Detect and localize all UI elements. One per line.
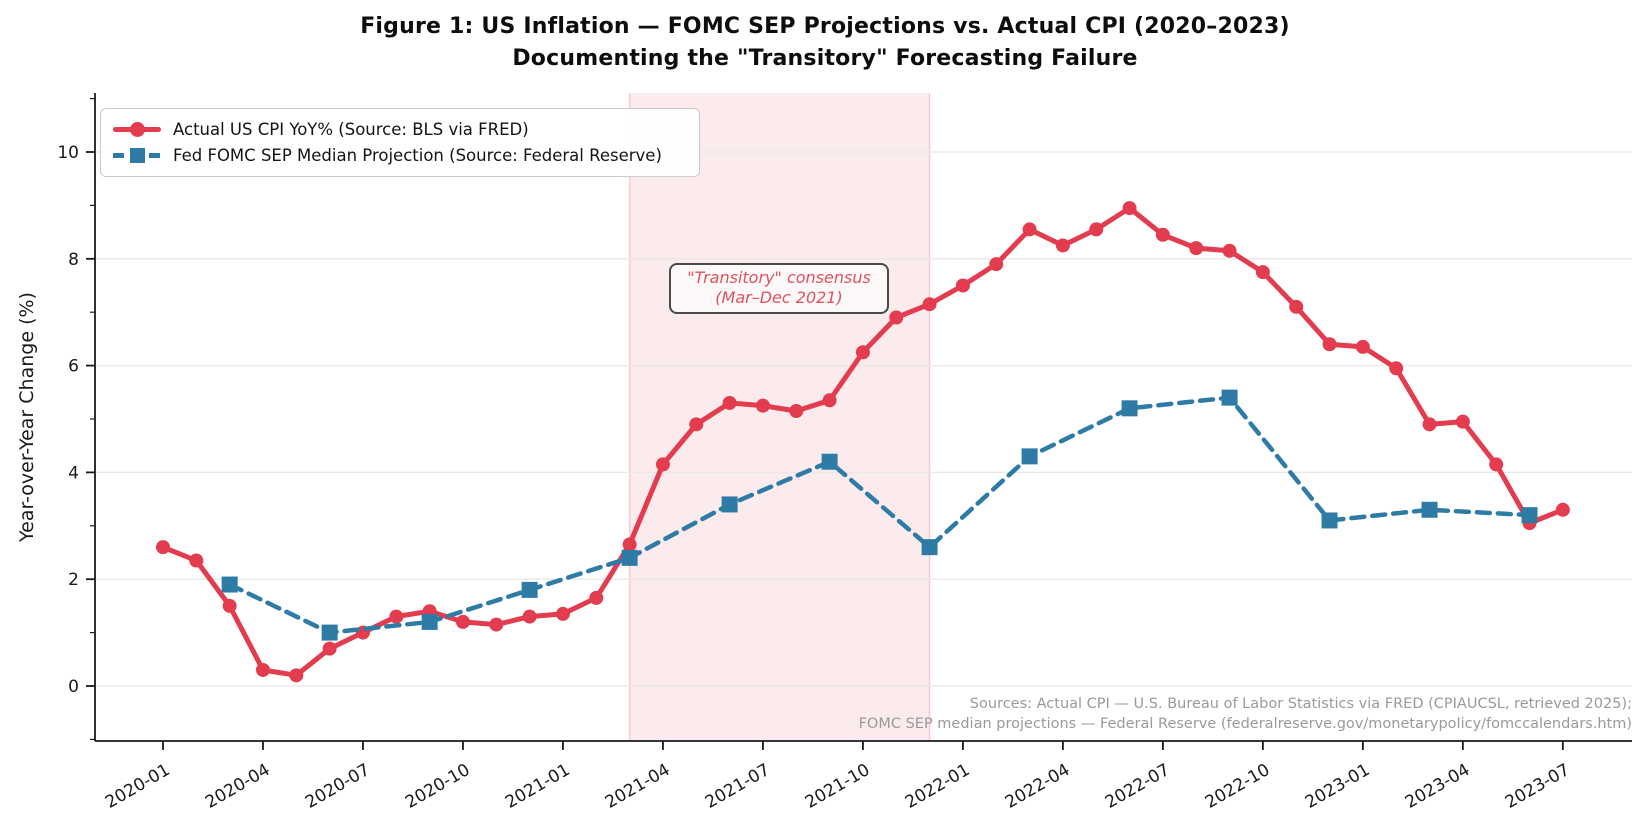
actual-cpi-marker [1089,222,1104,237]
actual-cpi-marker [622,537,637,552]
x-tick-label: 2022-10 [1202,760,1274,813]
fomc-sep-marker [1321,512,1338,529]
legend-label-actual-cpi: Actual US CPI YoY% (Source: BLS via FRED… [173,119,529,139]
actual-cpi-marker [789,403,804,418]
actual-cpi-marker [855,345,870,360]
actual-cpi-marker [389,609,404,624]
actual-cpi-marker [755,398,770,413]
actual-cpi-marker [255,662,270,677]
actual-cpi-marker [1022,222,1037,237]
x-tick-label: 2020-01 [102,760,174,813]
actual-cpi-marker [1422,417,1437,432]
actual-cpi-marker [1255,265,1270,280]
chart-title: Figure 1: US Inflation — FOMC SEP Projec… [360,14,1290,39]
actual-cpi-marker [655,457,670,472]
actual-cpi-marker [1322,337,1337,352]
y-tick-label: 2 [68,570,79,590]
actual-cpi-marker [989,257,1004,272]
fomc-sep-marker [321,624,338,641]
y-tick-label: 10 [57,143,79,163]
actual-cpi-marker [1489,457,1504,472]
actual-cpi-marker [322,641,337,656]
actual-cpi-marker [889,310,904,325]
sources-line-2: FOMC SEP median projections — Federal Re… [858,715,1632,732]
actual-cpi-marker [489,617,504,632]
fomc-sep-marker [1021,448,1038,465]
transitory-shaded-band [629,93,930,741]
chart-subtitle: Documenting the "Transitory" Forecasting… [512,46,1138,71]
fomc-sep-marker [1121,400,1138,417]
y-tick-label: 0 [68,677,79,697]
transitory-annotation-box: "Transitory" consensus (Mar–Dec 2021) [669,263,889,314]
actual-cpi-marker [1155,227,1170,242]
annotation-line-2: (Mar–Dec 2021) [715,288,843,307]
legend-item-fomc-sep: Fed FOMC SEP Median Projection (Source: … [113,142,685,168]
fomc-sep-marker [1221,389,1238,406]
actual-cpi-marker [955,278,970,293]
actual-cpi-marker [1122,201,1137,216]
actual-cpi-marker [1389,361,1404,376]
fomc-sep-marker [721,496,738,513]
actual-cpi-marker [455,614,470,629]
sources-note: Sources: Actual CPI — U.S. Bureau of Lab… [732,695,1632,734]
actual-cpi-marker [589,590,604,605]
fomc-sep-marker [1421,501,1438,518]
sources-line-1: Sources: Actual CPI — U.S. Bureau of Lab… [969,696,1632,712]
actual-cpi-marker [1355,339,1370,354]
y-tick-label: 6 [68,357,79,377]
x-tick-label: 2021-01 [502,760,574,813]
x-tick-label: 2022-01 [902,760,974,813]
fomc-sep-marker [421,613,438,630]
fomc-sep-marker [221,576,238,593]
fomc-sep-marker [621,549,638,566]
actual-cpi-marker [189,553,204,568]
x-tick-label: 2021-10 [802,760,874,813]
actual-cpi-marker [822,393,837,408]
legend-item-actual-cpi: Actual US CPI YoY% (Source: BLS via FRED… [113,116,685,142]
x-tick-label: 2020-07 [302,760,374,813]
actual-cpi-marker [1222,243,1237,258]
actual-cpi-marker [1555,502,1570,517]
x-tick-label: 2023-04 [1402,760,1474,813]
actual-cpi-marker [722,395,737,410]
actual-cpi-marker [289,668,304,683]
fomc-sep-line [227,395,1532,635]
annotation-line-1: "Transitory" consensus [687,268,871,287]
actual-cpi-marker [1289,299,1304,314]
actual-cpi-marker [922,297,937,312]
actual-cpi-marker [1455,414,1470,429]
actual-cpi-marker [156,540,170,555]
x-tick-label: 2020-10 [402,760,474,813]
y-tick-label: 8 [68,250,79,270]
x-tick-label: 2021-07 [702,760,774,813]
legend-label-fomc-sep: Fed FOMC SEP Median Projection (Source: … [173,145,662,165]
x-tick-label: 2021-04 [602,760,674,813]
actual-cpi-marker [1055,238,1070,253]
fomc-sep-marker [821,453,838,470]
fomc-sep-marker [921,539,938,556]
fomc-sep-marker [1521,507,1538,524]
y-tick-label: 4 [68,463,79,483]
red-line-circle-marker-icon [113,121,161,137]
x-tick-label: 2023-07 [1502,760,1574,813]
x-tick-label: 2023-01 [1302,760,1374,813]
x-tick-label: 2022-04 [1002,760,1074,813]
actual-cpi-marker [522,609,537,624]
x-tick-label: 2020-04 [202,760,274,813]
legend: Actual US CPI YoY% (Source: BLS via FRED… [100,108,700,177]
x-tick-label: 2022-07 [1102,760,1174,813]
actual-cpi-marker [689,417,704,432]
actual-cpi-marker [1189,241,1204,256]
blue-dashed-square-marker-icon [113,147,161,163]
actual-cpi-marker [222,598,237,613]
fomc-sep-marker [521,581,538,598]
actual-cpi-marker [555,606,570,621]
